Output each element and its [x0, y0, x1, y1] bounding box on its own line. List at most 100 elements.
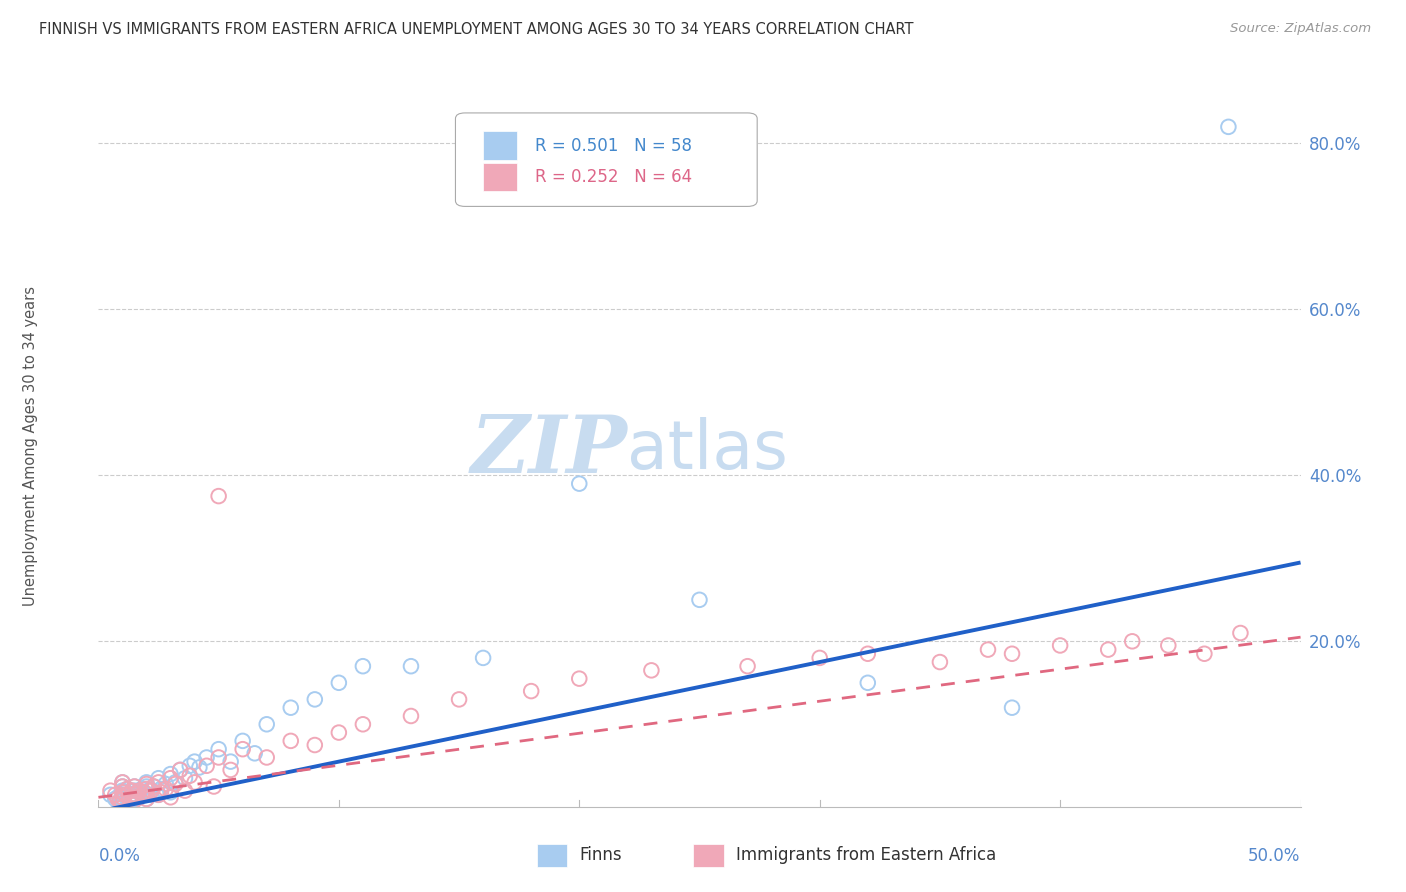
Point	[118, 792, 141, 806]
Text: Finns: Finns	[579, 847, 621, 864]
Text: FINNISH VS IMMIGRANTS FROM EASTERN AFRICA UNEMPLOYMENT AMONG AGES 30 TO 34 YEARS: FINNISH VS IMMIGRANTS FROM EASTERN AFRIC…	[39, 22, 914, 37]
Point	[124, 794, 146, 808]
Point	[121, 783, 143, 797]
Point	[111, 775, 134, 789]
Point	[179, 758, 201, 772]
Point	[159, 771, 181, 785]
FancyBboxPatch shape	[484, 163, 517, 192]
Point	[149, 785, 172, 799]
Point	[141, 788, 163, 802]
FancyBboxPatch shape	[537, 845, 567, 867]
Point	[104, 788, 127, 802]
Point	[111, 780, 134, 794]
Point	[135, 777, 157, 791]
Point	[195, 758, 218, 772]
FancyBboxPatch shape	[456, 113, 758, 206]
Point	[179, 769, 201, 783]
Point	[121, 787, 143, 801]
Point	[808, 651, 831, 665]
Point	[232, 742, 254, 756]
Point	[135, 782, 157, 797]
Point	[1097, 642, 1119, 657]
Point	[568, 672, 591, 686]
Point	[132, 787, 155, 801]
Point	[114, 785, 136, 799]
Point	[165, 775, 187, 789]
Point	[117, 782, 139, 797]
Text: atlas: atlas	[627, 417, 789, 483]
Point	[280, 734, 302, 748]
Point	[399, 659, 422, 673]
Point	[640, 664, 662, 678]
Point	[280, 700, 302, 714]
Point	[108, 794, 131, 808]
Point	[135, 775, 157, 789]
Point	[568, 476, 591, 491]
Point	[135, 792, 157, 806]
Point	[1157, 639, 1180, 653]
Point	[256, 717, 278, 731]
Point	[114, 788, 136, 802]
Point	[124, 780, 146, 794]
Point	[188, 760, 211, 774]
Point	[111, 796, 134, 810]
Point	[977, 642, 1000, 657]
Point	[1001, 647, 1024, 661]
Point	[138, 783, 160, 797]
Point	[111, 780, 134, 794]
Point	[165, 777, 187, 791]
Point	[124, 787, 146, 801]
Point	[1049, 639, 1071, 653]
Point	[128, 785, 150, 799]
Point	[688, 592, 710, 607]
Point	[141, 783, 163, 797]
FancyBboxPatch shape	[693, 845, 724, 867]
Point	[208, 489, 231, 503]
FancyBboxPatch shape	[484, 131, 517, 160]
Point	[111, 794, 134, 808]
Point	[148, 788, 170, 802]
Point	[108, 794, 131, 808]
Point	[131, 782, 153, 797]
Point	[142, 780, 165, 794]
Point	[352, 717, 374, 731]
Point	[208, 750, 231, 764]
Point	[124, 780, 146, 794]
Point	[111, 792, 134, 806]
Point	[148, 775, 170, 789]
Point	[174, 783, 197, 797]
Point	[447, 692, 470, 706]
Point	[304, 738, 326, 752]
Point	[142, 780, 165, 794]
Point	[155, 777, 177, 791]
Point	[111, 796, 134, 810]
Point	[520, 684, 543, 698]
Point	[124, 792, 146, 806]
Point	[117, 782, 139, 797]
Point	[352, 659, 374, 673]
Point	[125, 790, 148, 805]
Point	[135, 780, 157, 794]
Text: Immigrants from Eastern Africa: Immigrants from Eastern Africa	[735, 847, 995, 864]
Text: R = 0.252   N = 64: R = 0.252 N = 64	[534, 169, 692, 186]
Point	[183, 775, 205, 789]
Point	[111, 788, 134, 802]
Point	[219, 763, 242, 777]
Point	[149, 782, 172, 797]
Point	[928, 655, 950, 669]
Point	[100, 788, 122, 802]
Point	[1229, 626, 1251, 640]
Point	[219, 755, 242, 769]
Text: 50.0%: 50.0%	[1249, 847, 1301, 864]
Point	[148, 771, 170, 785]
Point	[148, 788, 170, 802]
Point	[107, 792, 129, 806]
Point	[155, 782, 177, 797]
Point	[208, 742, 231, 756]
Point	[159, 785, 181, 799]
Point	[169, 763, 191, 777]
Point	[1121, 634, 1143, 648]
Point	[856, 647, 879, 661]
Point	[124, 788, 146, 802]
Point	[107, 790, 129, 805]
